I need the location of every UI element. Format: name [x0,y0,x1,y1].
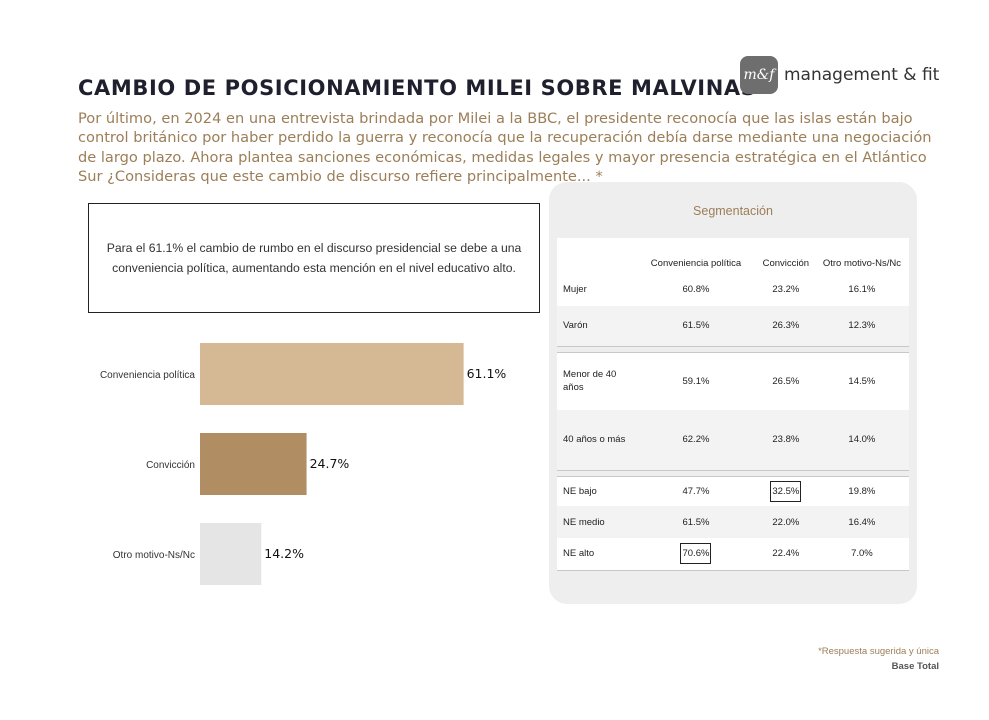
cell-value: 16.1% [814,272,909,306]
base-label: Base Total [891,661,939,672]
table-row-40-mas: 40 años o más 62.2% 23.8% 14.0% [557,410,909,470]
category-label: Otro motivo-Ns/Nc [113,550,195,561]
cell-value: 60.8% [635,272,757,306]
row-label: Mujer [557,272,635,306]
category-label: Conveniencia política [100,370,195,381]
cell-value: 22.0% [756,506,815,538]
cell-value: 59.1% [635,352,757,410]
col-header-conviccion: Convicción [756,238,815,272]
table-separator [557,469,909,477]
table-row-mujer: Mujer 60.8% 23.2% 16.1% [557,272,909,306]
cell-value: 26.3% [756,306,815,346]
cell-value: 22.4% [756,538,815,570]
bar-1 [200,343,464,405]
bar-3 [200,523,262,585]
cell-value: 16.4% [814,506,909,538]
intro-question: Por último, en 2024 en una entrevista br… [78,110,932,186]
brand-logo: m&f management & fit [740,56,939,94]
row-label: NE alto [557,538,635,570]
value-label: 61.1% [467,366,507,381]
highlighted-cell-value: 70.6% [680,543,712,565]
row-label: NE bajo [557,476,635,506]
cell-value: 23.2% [756,272,815,306]
logo-text: management & fit [784,65,940,85]
cell-value: 61.5% [635,306,757,346]
row-label: NE medio [557,506,635,538]
table-row-ne-alto: NE alto 70.6% 22.4% 7.0% [557,538,909,570]
logo-badge-icon: m&f [740,56,778,94]
table-row-ne-bajo: NE bajo 47.7% 32.5% 19.8% [557,476,909,506]
table-row-menor-40: Menor de 40 años 59.1% 26.5% 14.5% [557,352,909,410]
cell-value: 12.3% [814,306,909,346]
row-label: 40 años o más [557,410,635,470]
segmentation-title: Segmentación [693,204,773,218]
table-separator [557,345,909,353]
value-label: 14.2% [264,546,304,561]
row-label: Menor de 40 años [557,352,635,410]
cell-value: 62.2% [635,410,757,470]
cell-value: 7.0% [814,538,909,570]
cell-value: 14.5% [814,352,909,410]
category-label: Convicción [146,460,195,471]
col-header-conveniencia: Conveniencia política [635,238,757,272]
row-label: Varón [557,306,635,346]
cell-value: 61.5% [635,506,757,538]
bar-2 [200,433,307,495]
table-row-ne-medio: NE medio 61.5% 22.0% 16.4% [557,506,909,538]
cell-value: 26.5% [756,352,815,410]
bar-chart: Conveniencia política 61.1% Convicción 24.7… [100,343,507,585]
col-header-otro: Otro motivo-Ns/Nc [814,238,909,272]
table-row-varon: Varón 61.5% 26.3% 12.3% [557,306,909,346]
cell-value: 23.8% [756,410,815,470]
corner-header [557,238,635,272]
segmentation-table: Conveniencia política Convicción Otro mo… [557,238,909,571]
cell-value: 14.0% [814,410,909,470]
cell-value: 47.7% [635,476,757,506]
page-title: CAMBIO DE POSICIONAMIENTO MILEI SOBRE MA… [78,76,757,100]
highlighted-cell-value: 32.5% [770,480,802,502]
value-label: 24.7% [310,456,350,471]
insight-callout-text: Para el 61.1% el cambio de rumbo en el d… [106,241,522,275]
insight-callout: Para el 61.1% el cambio de rumbo en el d… [88,203,540,313]
cell-value: 19.8% [814,476,909,506]
footnote: *Respuesta sugerida y única [818,646,939,657]
